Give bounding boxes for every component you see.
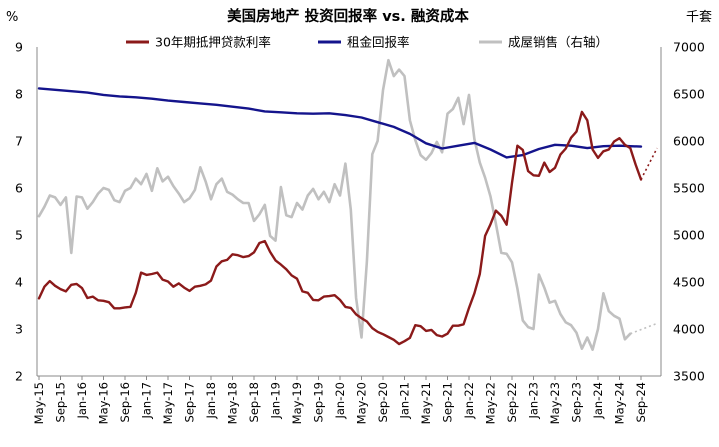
- x-tick-label: Sep-18: [247, 382, 261, 422]
- x-tick-label: Sep-22: [505, 382, 519, 422]
- x-tick-label: Sep-24: [634, 382, 648, 422]
- left-tick-label: 9: [15, 40, 23, 55]
- x-tick-label: Jan-24: [591, 382, 605, 420]
- x-tick-label: Jan-20: [333, 382, 347, 420]
- x-tick-label: Jan-17: [140, 382, 154, 420]
- x-tick-label: Sep-17: [183, 382, 197, 422]
- left-tick-label: 5: [15, 228, 23, 243]
- series-line-1: [37, 87, 643, 159]
- right-tick-label: 5500: [673, 181, 705, 196]
- legend-label: 30年期抵押贷款利率: [155, 35, 271, 50]
- projection-line-1: [630, 322, 658, 335]
- left-tick-label: 6: [15, 181, 23, 196]
- left-tick-label: 7: [15, 134, 23, 149]
- axes: 2 3 4 5 6 7 8 9 3500 4000 4500 5000 5500 6000 6500 7000…: [15, 40, 705, 425]
- legend-label: 租金回报率: [347, 35, 410, 50]
- right-tick-label: 7000: [673, 40, 705, 55]
- x-tick-label: Jan-22: [462, 382, 476, 420]
- series-lines: [37, 58, 658, 351]
- x-tick-label: Sep-16: [118, 382, 132, 422]
- left-tick-label: 4: [15, 275, 23, 290]
- x-tick-label: May-21: [419, 382, 433, 424]
- x-tick-label: May-17: [161, 382, 175, 424]
- x-tick-label: Jan-21: [398, 382, 412, 420]
- left-tick-label: 3: [15, 322, 23, 337]
- x-tick-label: May-16: [97, 382, 111, 424]
- right-tick-label: 4000: [673, 322, 705, 337]
- x-tick-label: May-18: [226, 382, 240, 424]
- x-tick-label: May-15: [32, 382, 46, 424]
- x-tick-label: May-19: [290, 382, 304, 424]
- x-tick-label: Jan-18: [204, 382, 218, 420]
- projection-line-0: [640, 147, 658, 180]
- x-tick-label: Sep-19: [312, 382, 326, 422]
- left-tick-label: 2: [15, 369, 23, 384]
- x-tick-label: May-23: [548, 382, 562, 424]
- right-tick-label: 4500: [673, 275, 705, 290]
- right-axis-unit: 千套: [686, 9, 712, 25]
- series-line-0: [37, 110, 643, 346]
- right-tick-label: 6000: [673, 134, 705, 149]
- right-tick-label: 6500: [673, 87, 705, 102]
- x-tick-label: Sep-15: [54, 382, 68, 422]
- right-tick-label: 5000: [673, 228, 705, 243]
- x-tick-label: May-20: [355, 382, 369, 424]
- legend: 30年期抵押贷款利率 租金回报率 成屋销售（右轴）: [126, 35, 608, 50]
- chart-title: 美国房地产 投资回报率 vs. 融资成本: [227, 7, 469, 25]
- x-tick-label: May-24: [613, 382, 627, 424]
- x-tick-label: Jan-19: [269, 382, 283, 420]
- x-tick-label: Sep-20: [376, 382, 390, 422]
- x-tick-label: Jan-23: [527, 382, 541, 420]
- series-line-2: [37, 58, 632, 351]
- left-tick-label: 8: [15, 87, 23, 102]
- left-axis-unit: %: [6, 10, 18, 25]
- x-tick-label: May-22: [484, 382, 498, 424]
- x-tick-label: Sep-21: [441, 382, 455, 422]
- right-tick-label: 3500: [673, 369, 705, 384]
- legend-label: 成屋销售（右轴）: [508, 35, 608, 50]
- x-tick-label: Sep-23: [570, 382, 584, 422]
- x-tick-label: Jan-16: [75, 382, 89, 420]
